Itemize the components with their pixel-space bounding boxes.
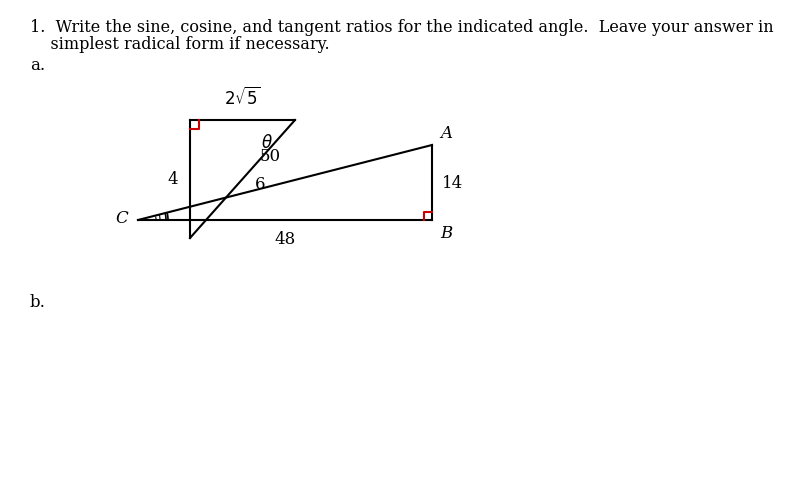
Text: 14: 14	[442, 175, 463, 192]
Text: a.: a.	[30, 57, 45, 74]
Text: 4: 4	[167, 171, 178, 188]
Text: C: C	[116, 210, 128, 227]
Text: 48: 48	[274, 230, 295, 247]
Text: $2\sqrt{5}$: $2\sqrt{5}$	[224, 87, 261, 109]
Text: B: B	[440, 224, 452, 242]
Text: b.: b.	[30, 293, 46, 310]
Text: 1.  Write the sine, cosine, and tangent ratios for the indicated angle.  Leave y: 1. Write the sine, cosine, and tangent r…	[30, 19, 774, 36]
Text: 6: 6	[254, 176, 265, 193]
Text: simplest radical form if necessary.: simplest radical form if necessary.	[30, 36, 329, 53]
Text: A: A	[440, 125, 452, 142]
Text: $\theta$: $\theta$	[261, 134, 273, 152]
Text: 50: 50	[260, 148, 280, 165]
